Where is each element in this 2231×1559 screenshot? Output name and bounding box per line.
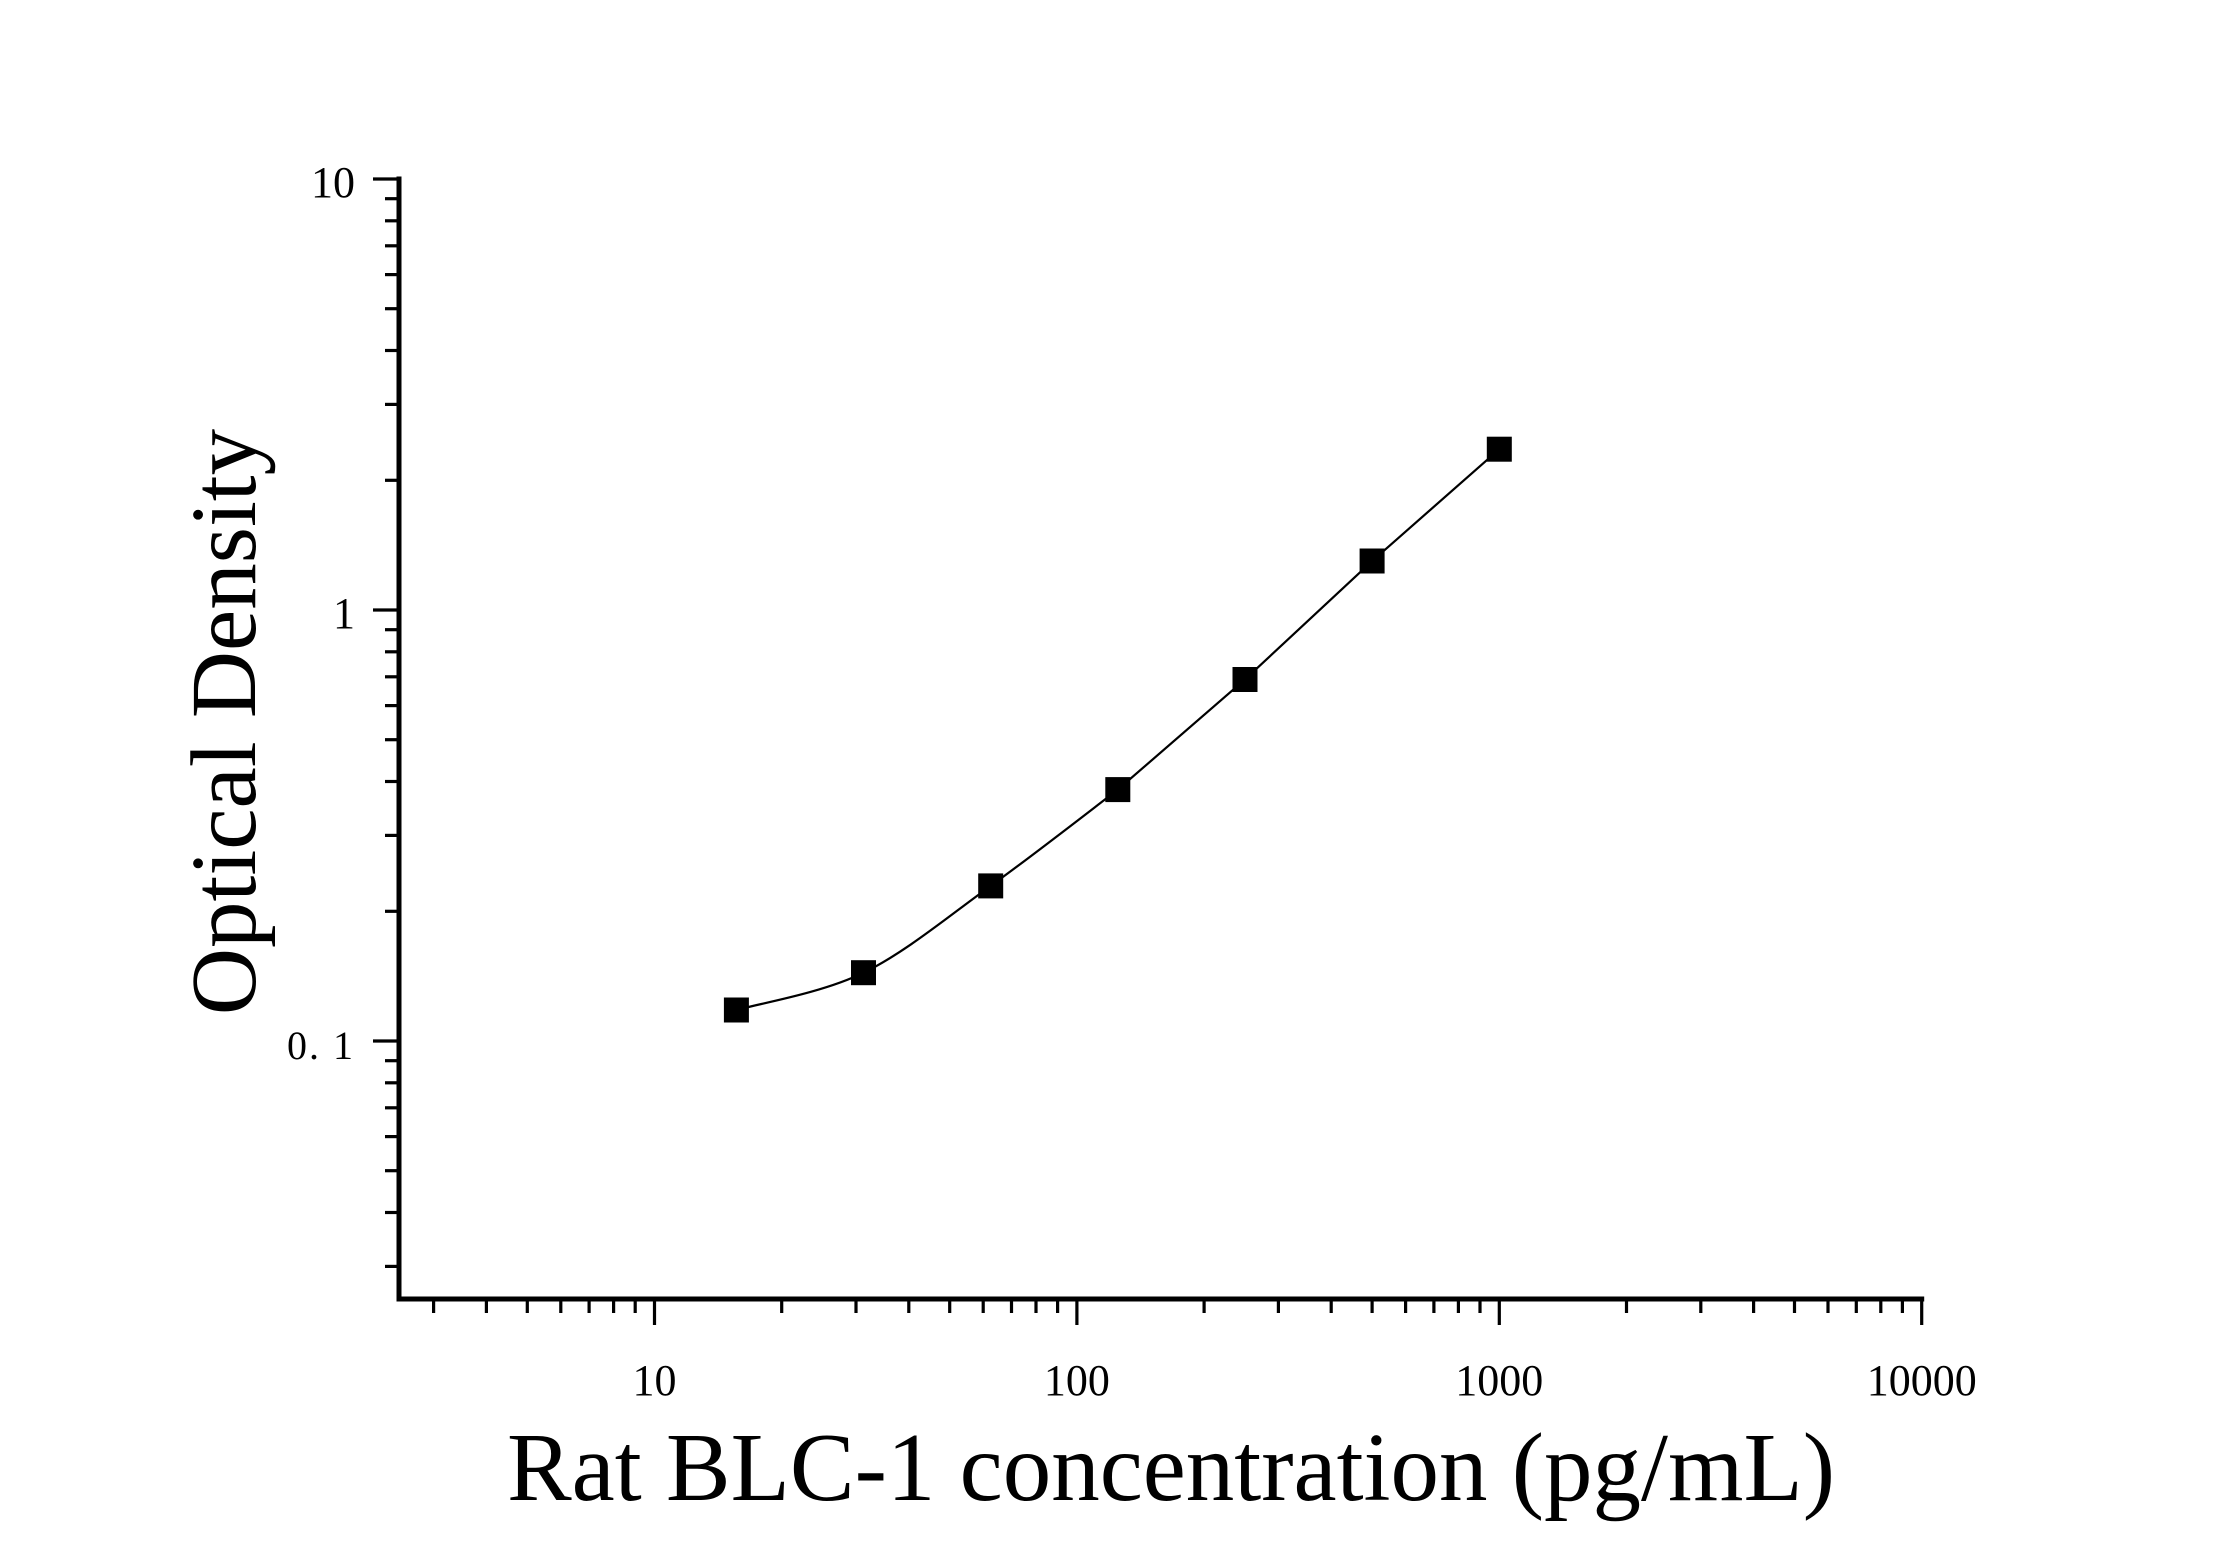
svg-text:10: 10 [633,1356,677,1405]
svg-text:10: 10 [311,158,355,207]
svg-text:10000: 10000 [1867,1356,1977,1405]
svg-text:Optical Density: Optical Density [173,428,276,1015]
svg-text:Rat BLC-1 concentration (pg/mL: Rat BLC-1 concentration (pg/mL) [507,1414,1835,1521]
svg-text:100: 100 [1044,1356,1110,1405]
svg-text:1000: 1000 [1455,1356,1543,1405]
svg-text:0. 1: 0. 1 [287,1023,355,1068]
svg-text:1: 1 [333,589,355,638]
